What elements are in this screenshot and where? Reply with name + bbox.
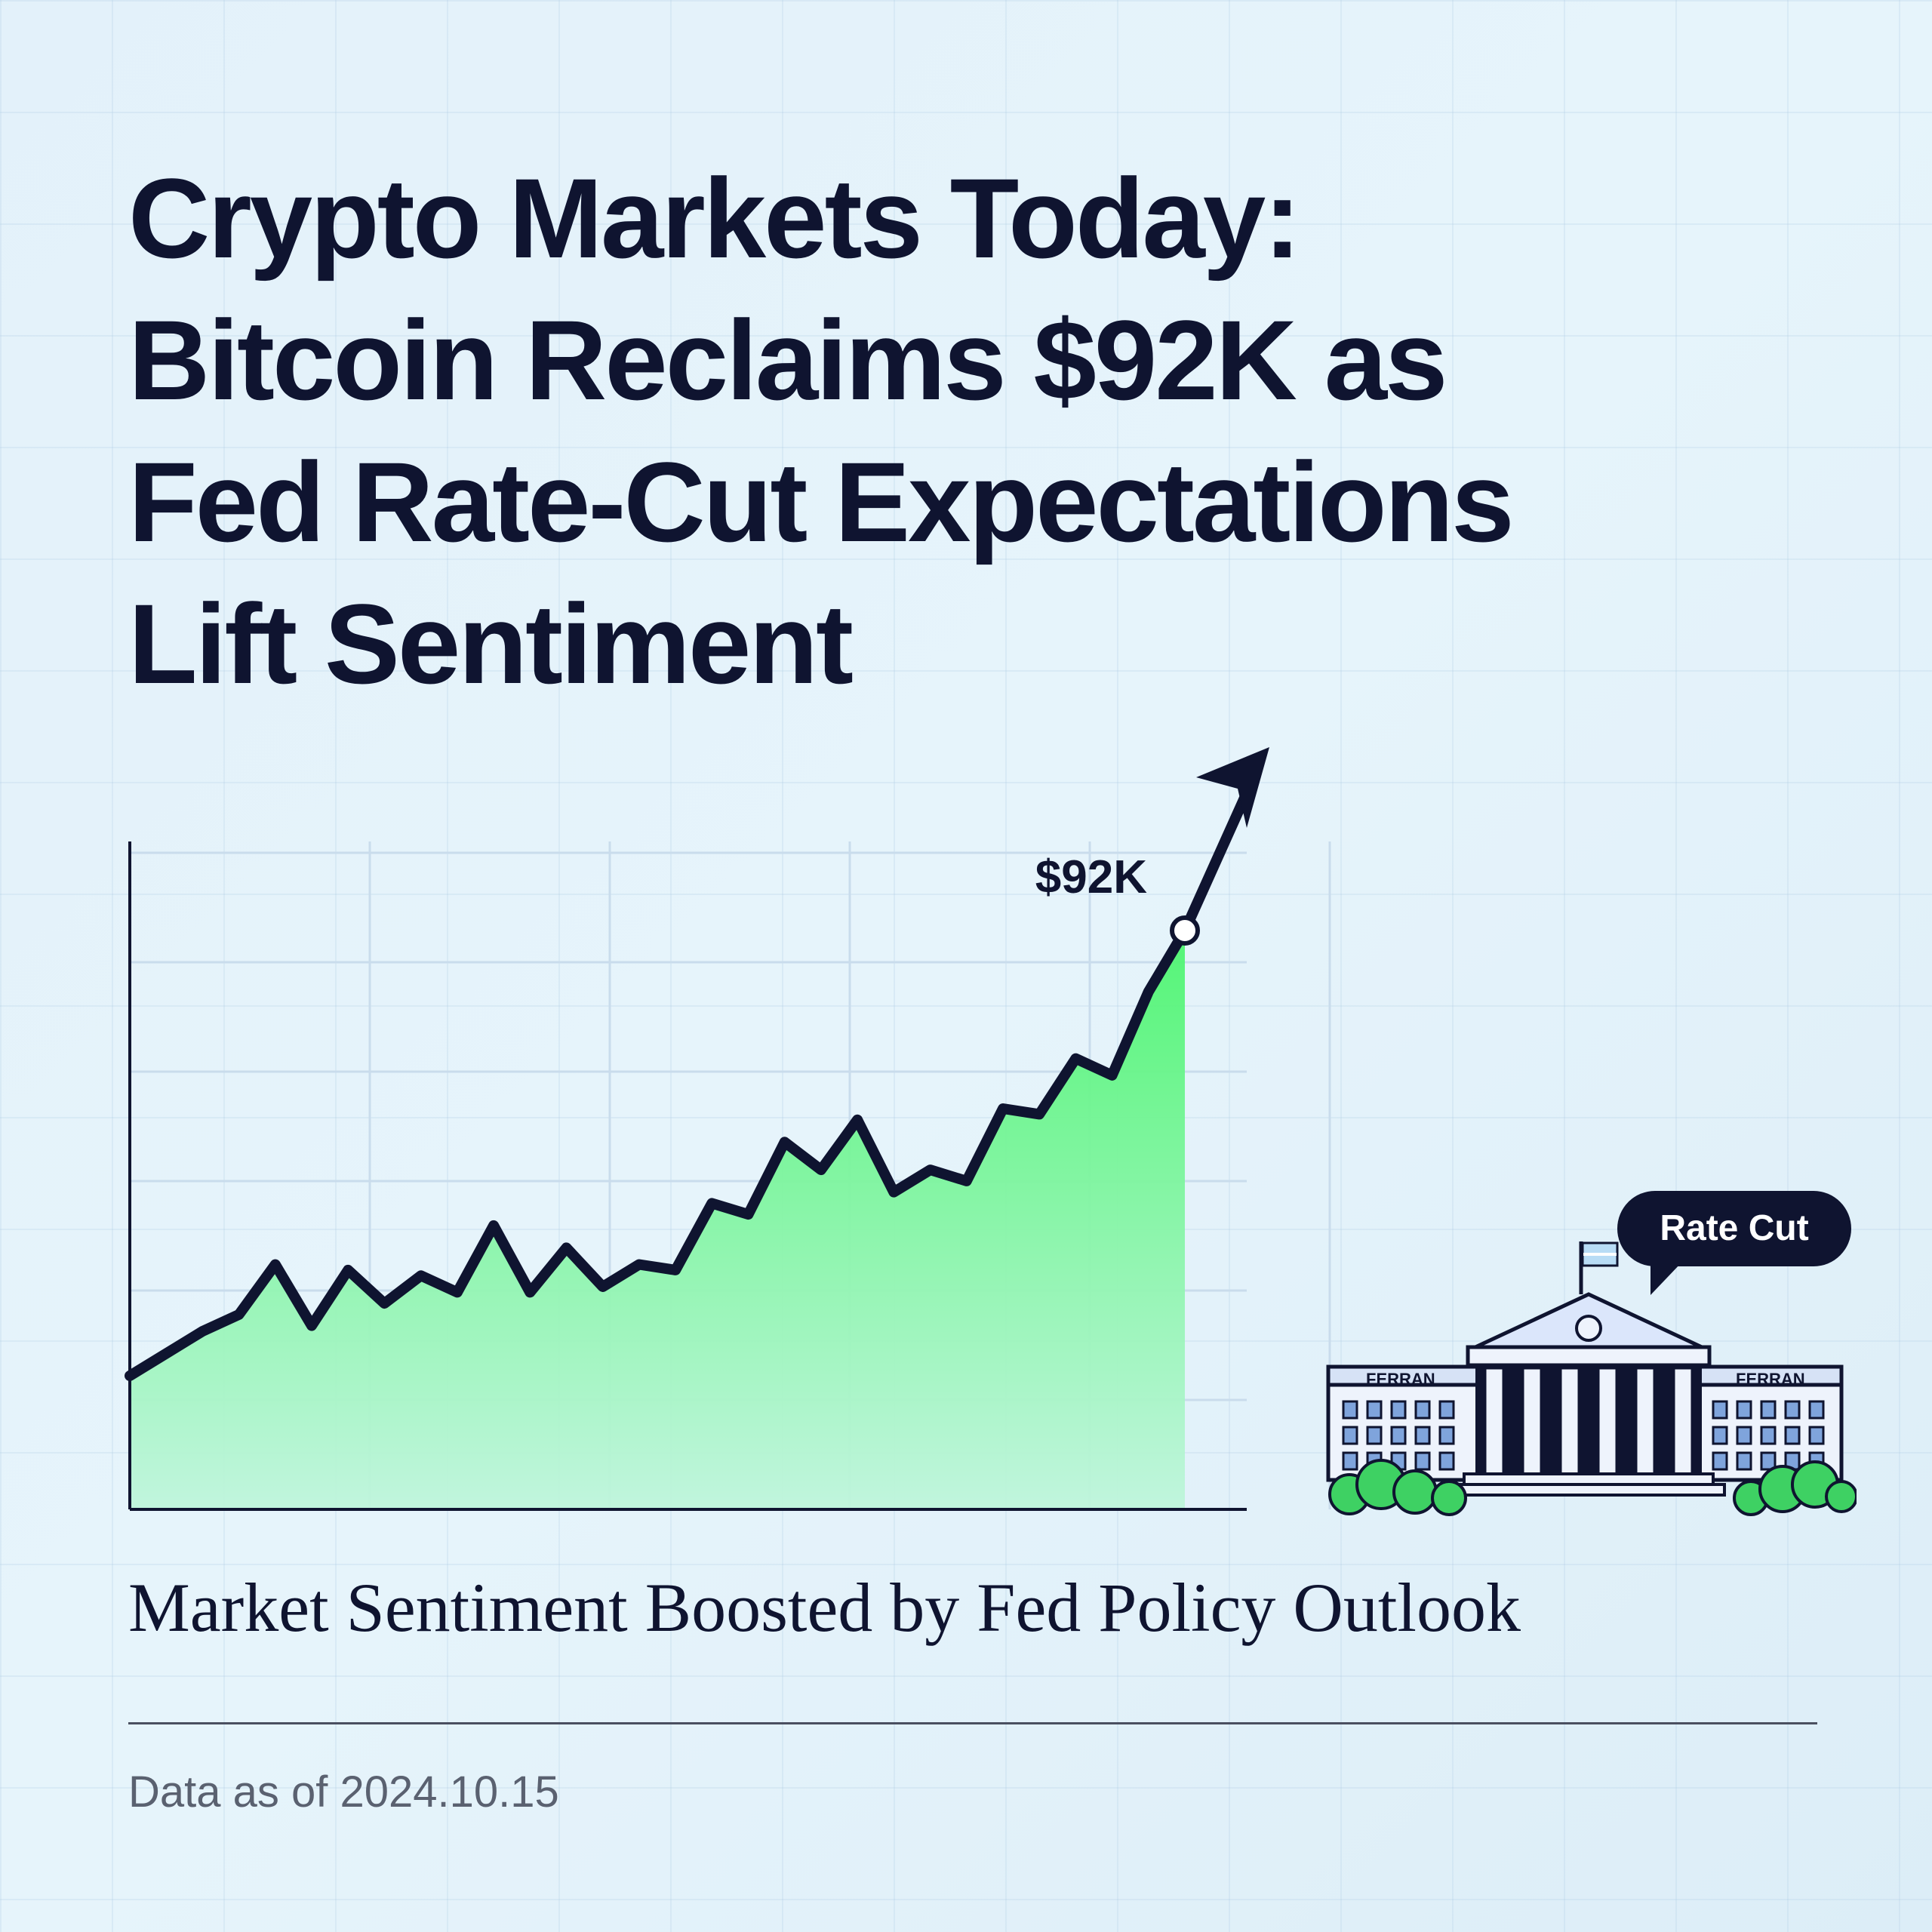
building-window xyxy=(1438,1400,1455,1420)
building-window xyxy=(1342,1400,1358,1420)
chart-price-line xyxy=(125,925,1190,1381)
divider xyxy=(128,1722,1817,1724)
building-window xyxy=(1438,1426,1455,1445)
building-sign-left: FERRAN xyxy=(1366,1370,1435,1389)
headline-line-4: Lift Sentiment xyxy=(128,580,854,707)
building-column xyxy=(1521,1367,1543,1477)
headline-line-2: Bitcoin Reclaims $92K as xyxy=(128,297,1448,423)
trend-arrow-shaft xyxy=(1180,791,1251,936)
headline-line-3: Fed Rate-Cut Expectations xyxy=(128,438,1515,565)
building-window xyxy=(1438,1451,1455,1471)
federal-reserve-building-icon: FERRAN FERRAN xyxy=(1326,1241,1857,1516)
building-window xyxy=(1808,1426,1825,1445)
building-column xyxy=(1559,1367,1580,1477)
building-window xyxy=(1366,1426,1383,1445)
data-date-footnote: Data as of 2024.10.15 xyxy=(128,1767,559,1817)
building-window xyxy=(1390,1426,1407,1445)
building-window xyxy=(1784,1400,1801,1420)
building-column xyxy=(1672,1367,1694,1477)
building-window xyxy=(1712,1451,1728,1471)
building-window xyxy=(1342,1426,1358,1445)
building-window xyxy=(1414,1400,1431,1420)
building-window xyxy=(1784,1426,1801,1445)
building-column xyxy=(1484,1367,1505,1477)
building-window xyxy=(1366,1400,1383,1420)
building-window xyxy=(1342,1451,1358,1471)
chart-price-label: $92K xyxy=(1035,851,1147,903)
building-window xyxy=(1712,1400,1728,1420)
building-window xyxy=(1736,1451,1752,1471)
building-window xyxy=(1390,1400,1407,1420)
chart-endpoint-marker xyxy=(1170,915,1200,946)
chart-area-fill xyxy=(130,931,1185,1509)
building-window xyxy=(1414,1426,1431,1445)
subtitle: Market Sentiment Boosted by Fed Policy O… xyxy=(128,1569,1521,1646)
building-window xyxy=(1760,1451,1777,1471)
building-window xyxy=(1808,1400,1825,1420)
building-window xyxy=(1736,1426,1752,1445)
building-column xyxy=(1597,1367,1618,1477)
building-sign-right: FERRAN xyxy=(1736,1370,1805,1389)
building-window xyxy=(1736,1400,1752,1420)
rate-cut-bubble: Rate Cut xyxy=(1617,1191,1851,1266)
building-window xyxy=(1414,1451,1431,1471)
building-window xyxy=(1712,1426,1728,1445)
headline-line-1: Crypto Markets Today: xyxy=(128,155,1301,281)
trend-arrow-head xyxy=(1196,747,1269,828)
building-window xyxy=(1760,1426,1777,1445)
speech-bubble-tail xyxy=(1651,1262,1682,1295)
headline: Crypto Markets Today: Bitcoin Reclaims $… xyxy=(128,147,1849,715)
building-column xyxy=(1635,1367,1656,1477)
building-window xyxy=(1760,1400,1777,1420)
